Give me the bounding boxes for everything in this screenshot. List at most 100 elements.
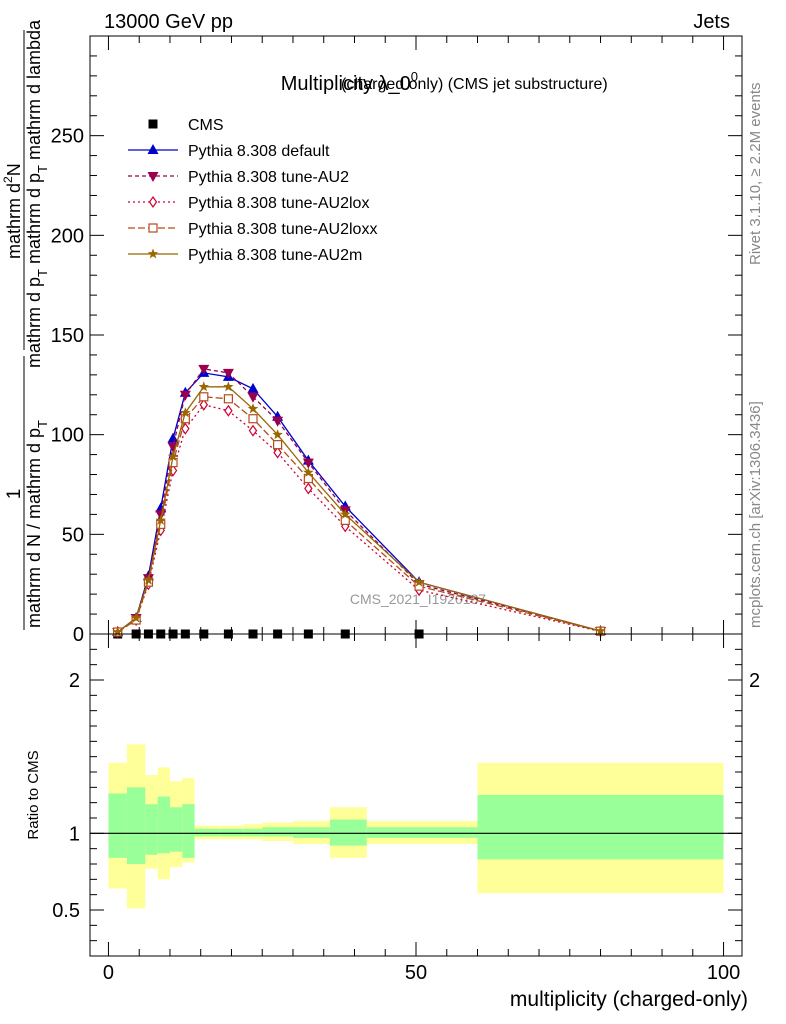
data-point <box>224 404 233 417</box>
ratio-band-inner <box>157 796 170 854</box>
header-left: 13000 GeV pp <box>104 11 233 33</box>
legend-marker <box>147 144 159 154</box>
ratio-xtick-label: 0 <box>103 962 114 984</box>
ratio-frame <box>89 633 743 957</box>
legend-marker <box>148 223 158 233</box>
ratio-xtick-label: 100 <box>707 962 740 984</box>
data-point <box>180 407 191 418</box>
data-point <box>272 416 284 427</box>
data-point <box>167 432 179 443</box>
y-label-second-numerator: mathrm d2N <box>1 163 24 259</box>
legend-label: Pythia 8.308 tune-AU2loxx <box>188 221 377 238</box>
ratio-bands <box>90 744 742 909</box>
mcplots-label: mcplots.cern.ch [arXiv:1306.3436] <box>747 401 764 628</box>
data-point <box>247 392 259 403</box>
main-title: Multiplicity λ_00 <box>281 69 418 95</box>
ratio-xtick-label: 50 <box>405 962 427 984</box>
y-label-denominator: mathrm d N / mathrm d pT <box>24 420 50 628</box>
main-subtitle: (charged only) (CMS jet substructure) <box>341 76 608 93</box>
data-point <box>155 514 166 525</box>
data-point <box>130 612 142 623</box>
data-point <box>198 381 209 392</box>
data-point <box>248 424 258 437</box>
data-point <box>143 574 154 585</box>
data-point <box>303 467 314 477</box>
data-point <box>272 429 283 440</box>
data-point <box>302 458 314 469</box>
ratio-axes: 0.5 1 2 2 0 50 100 <box>52 634 760 984</box>
ratio-band-inner <box>262 827 293 837</box>
main-ytick-label: 150 <box>51 325 84 347</box>
main-ytick-label: 0 <box>73 624 84 646</box>
ratio-band-inner <box>366 827 478 838</box>
main-ytick-label: 100 <box>51 425 84 447</box>
ratio-ytick-label-right: 2 <box>749 670 760 692</box>
ratio-band-inner <box>219 828 244 837</box>
main-series-group <box>112 364 607 639</box>
data-point <box>198 364 210 375</box>
data-point <box>340 508 351 519</box>
data-point <box>413 576 425 587</box>
x-axis-label: multiplicity (charged-only) <box>510 988 748 1011</box>
rivet-label: Rivet 3.1.10, ≥ 2.2M events <box>747 83 764 266</box>
series-5 <box>112 381 606 637</box>
data-point <box>167 451 179 461</box>
legend-entry: Pythia 8.308 default <box>128 143 330 160</box>
data-point <box>223 381 234 392</box>
y-axis-label: 1 mathrm d N / mathrm d pT mathrm d2N ma… <box>1 19 50 630</box>
ratio-band-inner <box>329 819 367 846</box>
ratio-band-inner <box>477 795 724 860</box>
data-point <box>273 446 282 459</box>
ratio-ytick-label: 1 <box>69 823 80 845</box>
data-point <box>595 625 606 636</box>
data-point <box>248 414 258 424</box>
series-line <box>117 386 601 633</box>
data-point <box>247 382 259 393</box>
data-point <box>199 392 209 402</box>
ratio-band-inner <box>108 793 127 858</box>
ratio-ytick-label: 0.5 <box>52 900 80 922</box>
main-ytick-label: 250 <box>51 126 84 148</box>
legend-marker <box>147 172 159 182</box>
legend-entry: Pythia 8.308 tune-AU2loxx <box>128 221 377 238</box>
legend-label: Pythia 8.308 tune-AU2lox <box>188 195 369 212</box>
legend-marker <box>148 195 158 209</box>
data-point <box>247 403 259 414</box>
legend-entry: Pythia 8.308 tune-AU2lox <box>128 195 369 212</box>
series-line <box>117 404 601 633</box>
ratio-band-inner <box>243 828 263 837</box>
ratio-band-inner <box>182 804 195 858</box>
legend-entry: Pythia 8.308 tune-AU2m <box>128 247 362 264</box>
y-label-second-denominator: mathrm d pT mathrm d pT mathrm d lambda <box>24 19 50 368</box>
data-point <box>199 398 209 411</box>
data-point <box>273 440 283 450</box>
ratio-band-inner <box>169 807 183 852</box>
legend: CMS Pythia 8.308 default Pythia 8.308 tune… <box>128 117 377 264</box>
legend-marker <box>148 119 158 129</box>
data-point <box>223 394 233 404</box>
main-axes: 0 50 100 150 200 250 <box>51 36 742 646</box>
ratio-panel: 0.5 1 2 2 0 50 100 Ratio to CMS multiplicity (… <box>25 633 760 1011</box>
legend-label: CMS <box>188 117 224 134</box>
legend-label: Pythia 8.308 tune-AU2m <box>188 247 362 264</box>
header-right: Jets <box>693 11 730 33</box>
data-point <box>304 482 313 495</box>
data-point <box>222 368 234 379</box>
ratio-band-inner <box>145 804 158 855</box>
legend-label: Pythia 8.308 default <box>188 143 330 160</box>
legend-entry: Pythia 8.308 tune-AU2 <box>128 169 349 186</box>
y-label-numerator: 1 <box>4 489 25 500</box>
ratio-ylabel: Ratio to CMS <box>25 750 42 839</box>
main-ytick-label: 50 <box>62 524 84 546</box>
series-line <box>117 368 601 633</box>
data-point <box>179 390 191 401</box>
legend-entry: CMS <box>148 117 224 134</box>
ratio-band-inner <box>194 828 220 837</box>
main-ytick-label: 200 <box>51 225 84 247</box>
legend-marker <box>147 248 159 259</box>
ratio-band-inner <box>126 787 146 864</box>
legend-label: Pythia 8.308 tune-AU2 <box>188 169 349 186</box>
data-point <box>112 626 123 637</box>
